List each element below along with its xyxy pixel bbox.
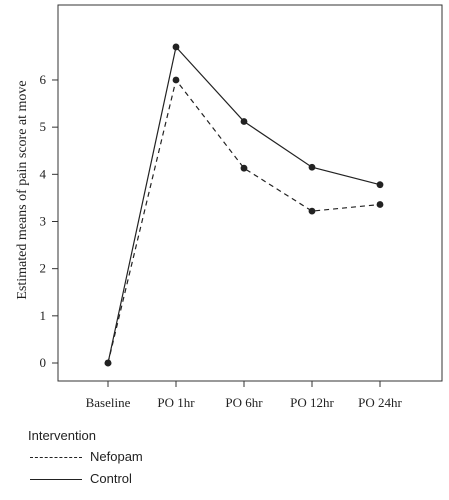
point-nefopam-3: [308, 207, 316, 215]
series-points: [104, 43, 384, 367]
x-tick-label-3: PO 12hr: [290, 395, 334, 410]
point-control-3: [308, 163, 316, 171]
x-axis: Baseline PO 1hr PO 6hr PO 12hr PO 24hr: [86, 381, 403, 410]
x-tick-label-4: PO 24hr: [358, 395, 402, 410]
y-tick-label-0: 0: [40, 355, 47, 370]
y-tick-label-5: 5: [40, 119, 47, 134]
point-nefopam-2: [240, 164, 248, 172]
series-line-nefopam: [107, 78, 381, 364]
series-lines: [107, 45, 381, 364]
x-tick-label-1: PO 1hr: [157, 395, 195, 410]
x-tick-label-0: Baseline: [86, 395, 131, 410]
point-nefopam-1: [172, 76, 180, 84]
y-tick-label-4: 4: [40, 166, 47, 181]
series-line-control: [107, 45, 381, 364]
y-tick-label-3: 3: [40, 213, 47, 228]
y-axis: 0 1 2 3 4 5 6: [40, 72, 58, 370]
y-tick-label-1: 1: [40, 308, 47, 323]
point-control-1: [172, 43, 180, 51]
plot-frame: [57, 4, 443, 382]
y-axis-title: Estimated means of pain score at move: [15, 80, 30, 299]
y-tick-label-6: 6: [40, 72, 47, 87]
y-tick-label-2: 2: [40, 261, 47, 276]
point-control-2: [240, 118, 248, 125]
x-tick-label-2: PO 6hr: [225, 395, 263, 410]
point-nefopam-4: [376, 201, 384, 208]
point-control-0: [104, 359, 112, 367]
point-control-4: [376, 181, 384, 189]
